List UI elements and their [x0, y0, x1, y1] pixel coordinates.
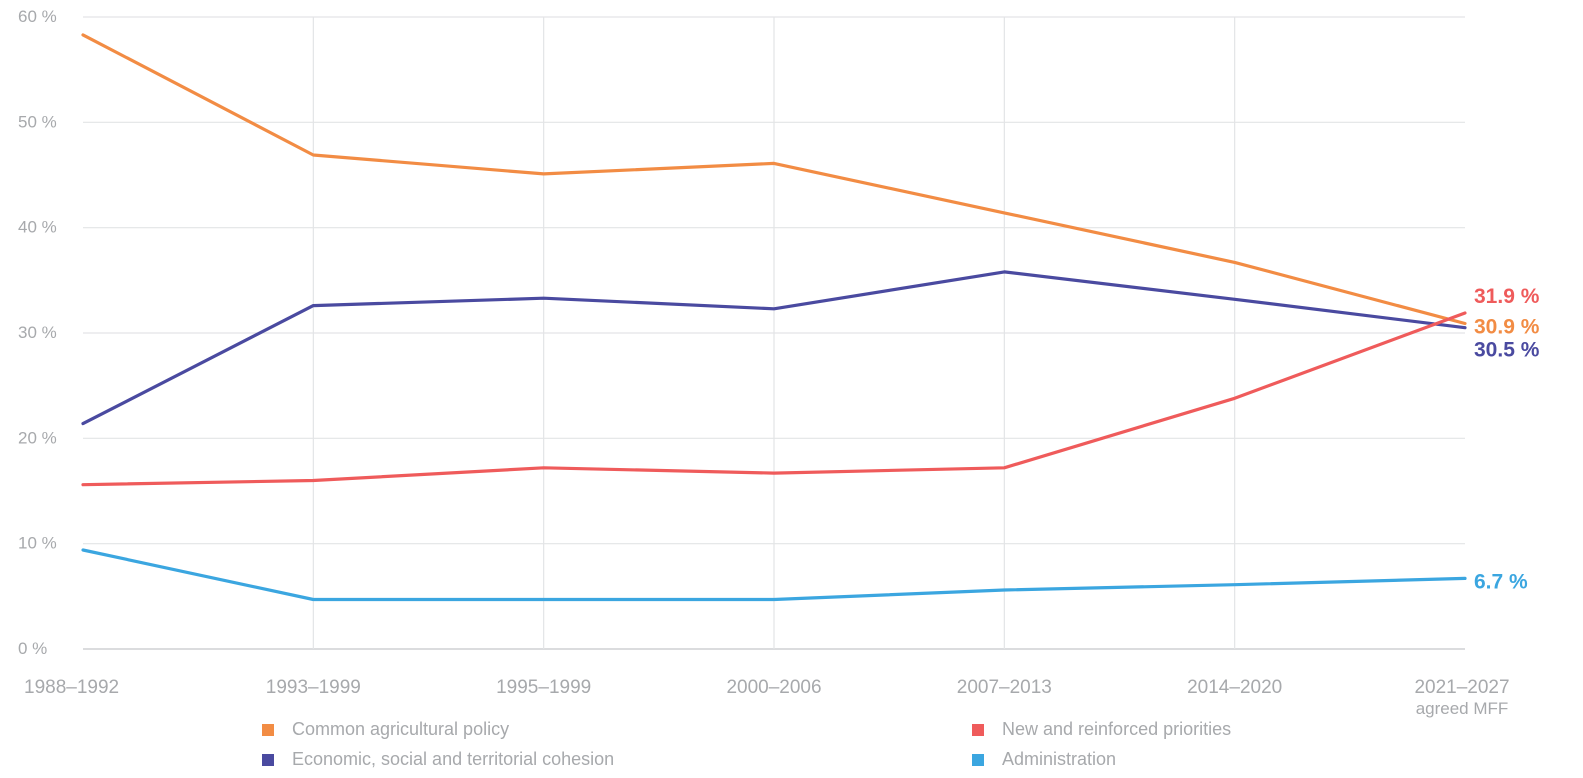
legend-item-cohesion: Economic, social and territorial cohesio… — [262, 749, 614, 770]
x-tick-label-1: 1993–1999 — [266, 677, 361, 698]
x-axis: 1988–1992 1993–1999 1995–1999 2000–2006 2007… — [24, 677, 1510, 718]
series-lines — [81, 33, 1467, 602]
x-tick-label-5: 2014–2020 — [1187, 677, 1282, 698]
y-tick-label-60: 60 % — [18, 7, 57, 26]
legend-label-priorities: New and reinforced priorities — [1002, 719, 1232, 739]
legend-item-cap: Common agricultural policy — [262, 719, 509, 740]
y-tick-label-20: 20 % — [18, 428, 57, 447]
end-labels: 30.9 %30.5 % 31.9 % 6.7 % — [1474, 285, 1540, 593]
series-line-2 — [81, 311, 1467, 487]
x-tick-label-4: 2007–2013 — [957, 677, 1052, 698]
x-tick-label-6: 2021–2027 — [1414, 677, 1509, 698]
series-line-1 — [81, 270, 1467, 426]
series-line-0 — [81, 33, 1467, 326]
x-tick-label-2: 1995–1999 — [496, 677, 591, 698]
legend-item-priorities: New and reinforced priorities — [972, 719, 1231, 740]
end-label-3: 6.7 % — [1474, 570, 1528, 593]
y-axis: 0 % 10 % 20 % 30 % 40 % 50 % 60 % — [18, 7, 57, 658]
y-tick-label-30: 30 % — [18, 323, 57, 342]
legend-item-administration: Administration — [972, 749, 1116, 770]
end-label-0: 30.9 % — [1474, 316, 1540, 339]
legend-swatch-administration — [972, 753, 984, 766]
y-tick-label-0: 0 % — [18, 639, 47, 658]
end-label-2: 31.9 % — [1474, 285, 1540, 308]
y-tick-label-40: 40 % — [18, 218, 57, 237]
legend-label-cap: Common agricultural policy — [292, 719, 510, 739]
x-tick-label-0: 1988–1992 — [24, 677, 119, 698]
x-tick-sublabel-6: agreed MFF — [1416, 699, 1509, 718]
grid — [83, 16, 1465, 650]
legend-swatch-cohesion — [262, 753, 274, 766]
legend-label-administration: Administration — [1002, 749, 1117, 769]
legend-swatch-priorities — [972, 723, 984, 736]
series-line-3 — [81, 548, 1467, 602]
end-label-1: 30.5 % — [1474, 339, 1540, 362]
legend-swatch-cap — [262, 723, 274, 736]
y-tick-label-50: 50 % — [18, 112, 57, 131]
x-tick-label-3: 2000–2006 — [726, 677, 821, 698]
y-tick-label-10: 10 % — [18, 534, 57, 553]
legend-label-cohesion: Economic, social and territorial cohesio… — [292, 749, 615, 769]
